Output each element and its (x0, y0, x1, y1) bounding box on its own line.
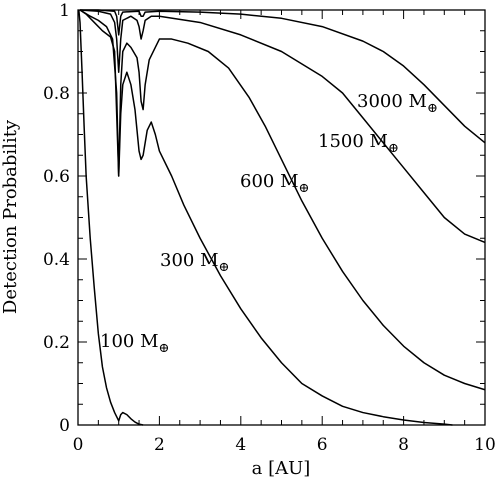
tick-labels: 0 2 4 6 8 10 0 0.2 0.4 0.6 0.8 1 (43, 1, 496, 455)
curve-100 (78, 9, 144, 426)
y-tick-label: 0.2 (43, 333, 70, 353)
y-tick-label: 0.4 (43, 250, 70, 270)
x-tick-label: 0 (73, 435, 84, 455)
curve-label-300: 300 M⊕ (160, 250, 229, 275)
curve-3000 (80, 9, 486, 144)
x-tick-label: 2 (154, 435, 165, 455)
x-tick-label: 8 (398, 435, 409, 455)
y-tick-label: 0.8 (43, 84, 70, 104)
curve-label-1500: 1500 M⊕ (318, 131, 399, 156)
curve-labels: 3000 M⊕ 1500 M⊕ 600 M⊕ 300 M⊕ 100 M⊕ (100, 91, 438, 356)
y-tick-label: 0.6 (43, 167, 70, 187)
curves (78, 9, 486, 426)
x-axis-label: a [AU] (252, 458, 311, 479)
y-axis-label: Detection Probability (0, 119, 21, 314)
curve-1500 (79, 9, 486, 244)
x-tick-label: 6 (317, 435, 328, 455)
y-tick-label: 0 (59, 416, 70, 436)
y-tick-label: 1 (59, 1, 70, 21)
curve-300 (79, 9, 453, 426)
x-tick-label: 10 (474, 435, 496, 455)
curve-label-100: 100 M⊕ (100, 331, 169, 356)
x-tick-label: 4 (235, 435, 246, 455)
curve-label-3000: 3000 M⊕ (357, 91, 438, 116)
curve-label-600: 600 M⊕ (240, 171, 309, 196)
